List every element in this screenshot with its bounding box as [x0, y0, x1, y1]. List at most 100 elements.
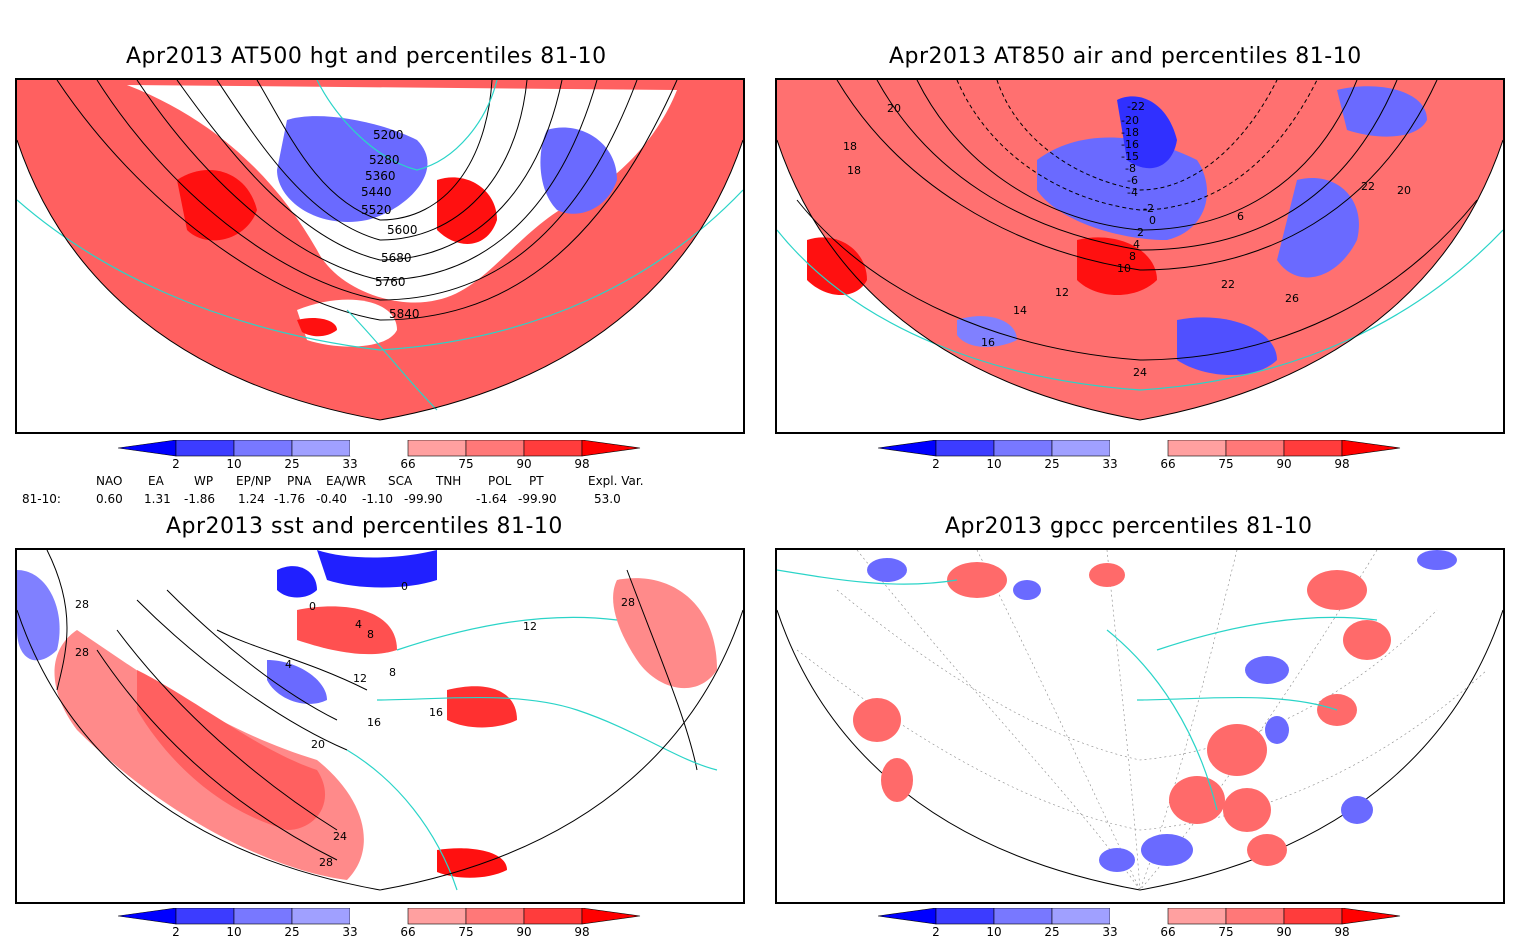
colorbar-tick-label: 25: [284, 457, 299, 470]
colorbar-segment: [935, 907, 995, 925]
contour-label: 16: [981, 336, 995, 349]
colorbar-tick-label: 66: [400, 925, 415, 938]
contour-label: 18: [843, 140, 857, 153]
colorbar-arrow-left: [117, 907, 177, 925]
contour-label: 6: [1237, 210, 1244, 223]
index-header: EP/NP: [236, 474, 272, 488]
contour-label: 14: [1013, 304, 1027, 317]
contour-label: 4: [1133, 238, 1140, 251]
colorbar-bottom-right: 2 10 25 33 66 75 90 98: [877, 907, 1402, 942]
index-value: -1.86: [184, 492, 216, 506]
colorbar-tick-label: 25: [284, 925, 299, 938]
index-value: -1.64: [476, 492, 508, 506]
colorbar-segment: [465, 907, 525, 925]
colorbar-segment: [1283, 907, 1343, 925]
colorbar-top-left: 2 10 25 33 66 75 90 98: [117, 439, 642, 474]
contour-label: 8: [367, 628, 374, 641]
colorbar-segment: [1225, 907, 1285, 925]
contour-label: 22: [1361, 180, 1375, 193]
colorbar-tick-label: 2: [172, 457, 180, 470]
colorbar-tick-label: 90: [516, 925, 531, 938]
index-value: 1.31: [144, 492, 171, 506]
colorbar-segment: [1283, 439, 1343, 457]
colorbar-segment: [233, 439, 293, 457]
contour-label: 12: [1055, 286, 1069, 299]
contour-label: 5840: [389, 307, 420, 321]
map-sst: 28 28 0 0 4 8 4 8 12 16 16 20 24 28 12 2…: [15, 548, 745, 904]
colorbar-tick-label: 98: [574, 925, 589, 938]
colorbar-segment: [350, 908, 408, 924]
colorbar-segment: [1051, 907, 1111, 925]
colorbar-tick-label: 75: [458, 457, 473, 470]
index-header: PT: [529, 474, 544, 488]
index-row-label: 81-10:: [22, 492, 61, 506]
contour-label: -16: [1121, 138, 1139, 151]
contour-label: 5280: [369, 153, 400, 167]
colorbar-segment: [175, 907, 235, 925]
colorbar-arrow-right: [581, 907, 641, 925]
contour-label: 0: [1149, 214, 1156, 227]
contour-label: -4: [1127, 186, 1138, 199]
contour-label: 20: [1397, 184, 1411, 197]
index-value: 0.60: [96, 492, 123, 506]
colorbar-segment: [350, 440, 408, 456]
colorbar-tick-label: 66: [1160, 925, 1175, 938]
map-850air: -22 -20 -18 -16 -15 -8 -6 -4 -2 0 2 4 6 …: [775, 78, 1505, 434]
colorbar-arrow-left: [877, 907, 937, 925]
index-header: Expl. Var.: [588, 474, 644, 488]
index-value: 1.24: [238, 492, 265, 506]
colorbar-tick-label: 90: [1276, 457, 1291, 470]
colorbar-segment: [233, 907, 293, 925]
colorbar-tick-label: 10: [986, 457, 1001, 470]
colorbar-arrow-right: [581, 439, 641, 457]
index-header: EA: [148, 474, 164, 488]
index-value: -99.90: [518, 492, 557, 506]
colorbar-segment: [1225, 439, 1285, 457]
contour-label: -6: [1127, 174, 1138, 187]
colorbar-segment: [291, 439, 351, 457]
contour-label: 5520: [361, 203, 392, 217]
colorbar-segment: [175, 439, 235, 457]
contour-label: 5600: [387, 223, 418, 237]
colorbar-tick-label: 33: [342, 457, 357, 470]
contour-label: 5760: [375, 275, 406, 289]
colorbar-bottom-left: 2 10 25 33 66 75 90 98: [117, 907, 642, 942]
colorbar-tick-label: 98: [574, 457, 589, 470]
contour-label: -8: [1125, 162, 1136, 175]
colorbar-segment: [407, 907, 467, 925]
panel-title-sst: Apr2013 sst and percentiles 81-10: [166, 514, 563, 539]
contour-label: 18: [847, 164, 861, 177]
index-header: WP: [194, 474, 214, 488]
contour-label: 28: [319, 856, 333, 869]
contour-label: 8: [389, 666, 396, 679]
panel-title-850air: Apr2013 AT850 air and percentiles 81-10: [889, 44, 1362, 69]
colorbar-tick-label: 98: [1334, 457, 1349, 470]
colorbar-tick-label: 2: [172, 925, 180, 938]
index-value: -0.40: [316, 492, 348, 506]
colorbar-arrow-left: [877, 439, 937, 457]
colorbar-segment: [935, 439, 995, 457]
colorbar-tick-label: 33: [1102, 925, 1117, 938]
colorbar-segment: [993, 439, 1053, 457]
index-value: -1.10: [362, 492, 394, 506]
contour-label: -2: [1143, 202, 1154, 215]
colorbar-tick-label: 10: [226, 457, 241, 470]
index-value: 53.0: [594, 492, 621, 506]
contour-label: 12: [353, 672, 367, 685]
contour-label: 0: [309, 600, 316, 613]
colorbar-tick-label: 75: [458, 925, 473, 938]
index-header: NAO: [96, 474, 123, 488]
contour-label: 5440: [361, 185, 392, 199]
index-value: -99.90: [404, 492, 443, 506]
colorbar-tick-label: 75: [1218, 925, 1233, 938]
colorbar-tick-label: 90: [1276, 925, 1291, 938]
contour-label: 24: [1133, 366, 1147, 379]
colorbar-segment: [291, 907, 351, 925]
map-gpcc: [775, 548, 1505, 904]
colorbar-segment: [1110, 440, 1168, 456]
colorbar-segment: [523, 439, 583, 457]
colorbar-segment: [407, 439, 467, 457]
index-header: POL: [488, 474, 512, 488]
contour-label: 20: [887, 102, 901, 115]
colorbar-tick-label: 66: [1160, 457, 1175, 470]
